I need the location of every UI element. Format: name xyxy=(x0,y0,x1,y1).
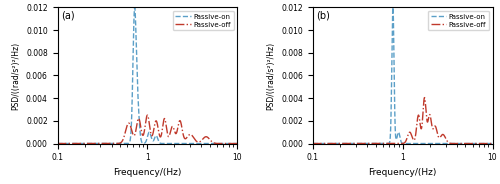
Passive-off xyxy=(229,142,235,145)
Y-axis label: PSD/((rad/s²)²/Hz): PSD/((rad/s²)²/Hz) xyxy=(266,41,276,109)
Text: (a): (a) xyxy=(61,10,74,20)
Legend: Passive-on, Passive-off: Passive-on, Passive-off xyxy=(428,11,489,31)
Passive-off xyxy=(137,122,143,124)
Passive-on xyxy=(64,142,70,145)
Passive-off xyxy=(142,126,148,129)
Passive-on xyxy=(484,142,490,145)
Line: Passive-on: Passive-on xyxy=(58,7,238,144)
Passive-off xyxy=(319,142,325,145)
Passive-off xyxy=(397,142,403,145)
Passive-on xyxy=(319,142,325,145)
Text: (b): (b) xyxy=(316,10,330,20)
Legend: Passive-on, Passive-off: Passive-on, Passive-off xyxy=(172,11,234,31)
Passive-off xyxy=(484,142,490,145)
Passive-on xyxy=(196,142,202,145)
Line: Passive-off: Passive-off xyxy=(312,98,492,144)
Passive-off xyxy=(310,142,316,145)
Passive-on xyxy=(229,142,235,145)
Y-axis label: PSD/((rad/s²)²/Hz): PSD/((rad/s²)²/Hz) xyxy=(12,41,20,109)
Passive-on xyxy=(484,142,490,145)
Passive-off xyxy=(484,142,490,145)
Passive-off xyxy=(422,96,428,99)
Passive-on xyxy=(229,142,235,145)
Passive-on xyxy=(234,142,240,145)
Passive-on xyxy=(137,132,143,135)
Passive-on xyxy=(397,137,403,140)
X-axis label: Frequency/(Hz): Frequency/(Hz) xyxy=(368,168,437,177)
Passive-off xyxy=(144,114,150,116)
Passive-off xyxy=(196,141,202,143)
Passive-off xyxy=(452,142,458,145)
Passive-on xyxy=(54,142,60,145)
Passive-on xyxy=(392,133,398,135)
Passive-off xyxy=(234,142,240,145)
Line: Passive-off: Passive-off xyxy=(58,115,238,144)
Passive-on xyxy=(132,6,138,8)
Passive-on xyxy=(452,142,458,145)
Passive-off xyxy=(54,142,60,145)
X-axis label: Frequency/(Hz): Frequency/(Hz) xyxy=(113,168,182,177)
Passive-off xyxy=(392,142,398,145)
Passive-on xyxy=(310,142,316,145)
Passive-off xyxy=(490,142,496,145)
Passive-on xyxy=(142,142,148,144)
Line: Passive-on: Passive-on xyxy=(312,7,492,144)
Passive-on xyxy=(390,6,396,8)
Passive-off xyxy=(229,142,235,145)
Passive-on xyxy=(490,142,496,145)
Passive-off xyxy=(64,142,70,145)
